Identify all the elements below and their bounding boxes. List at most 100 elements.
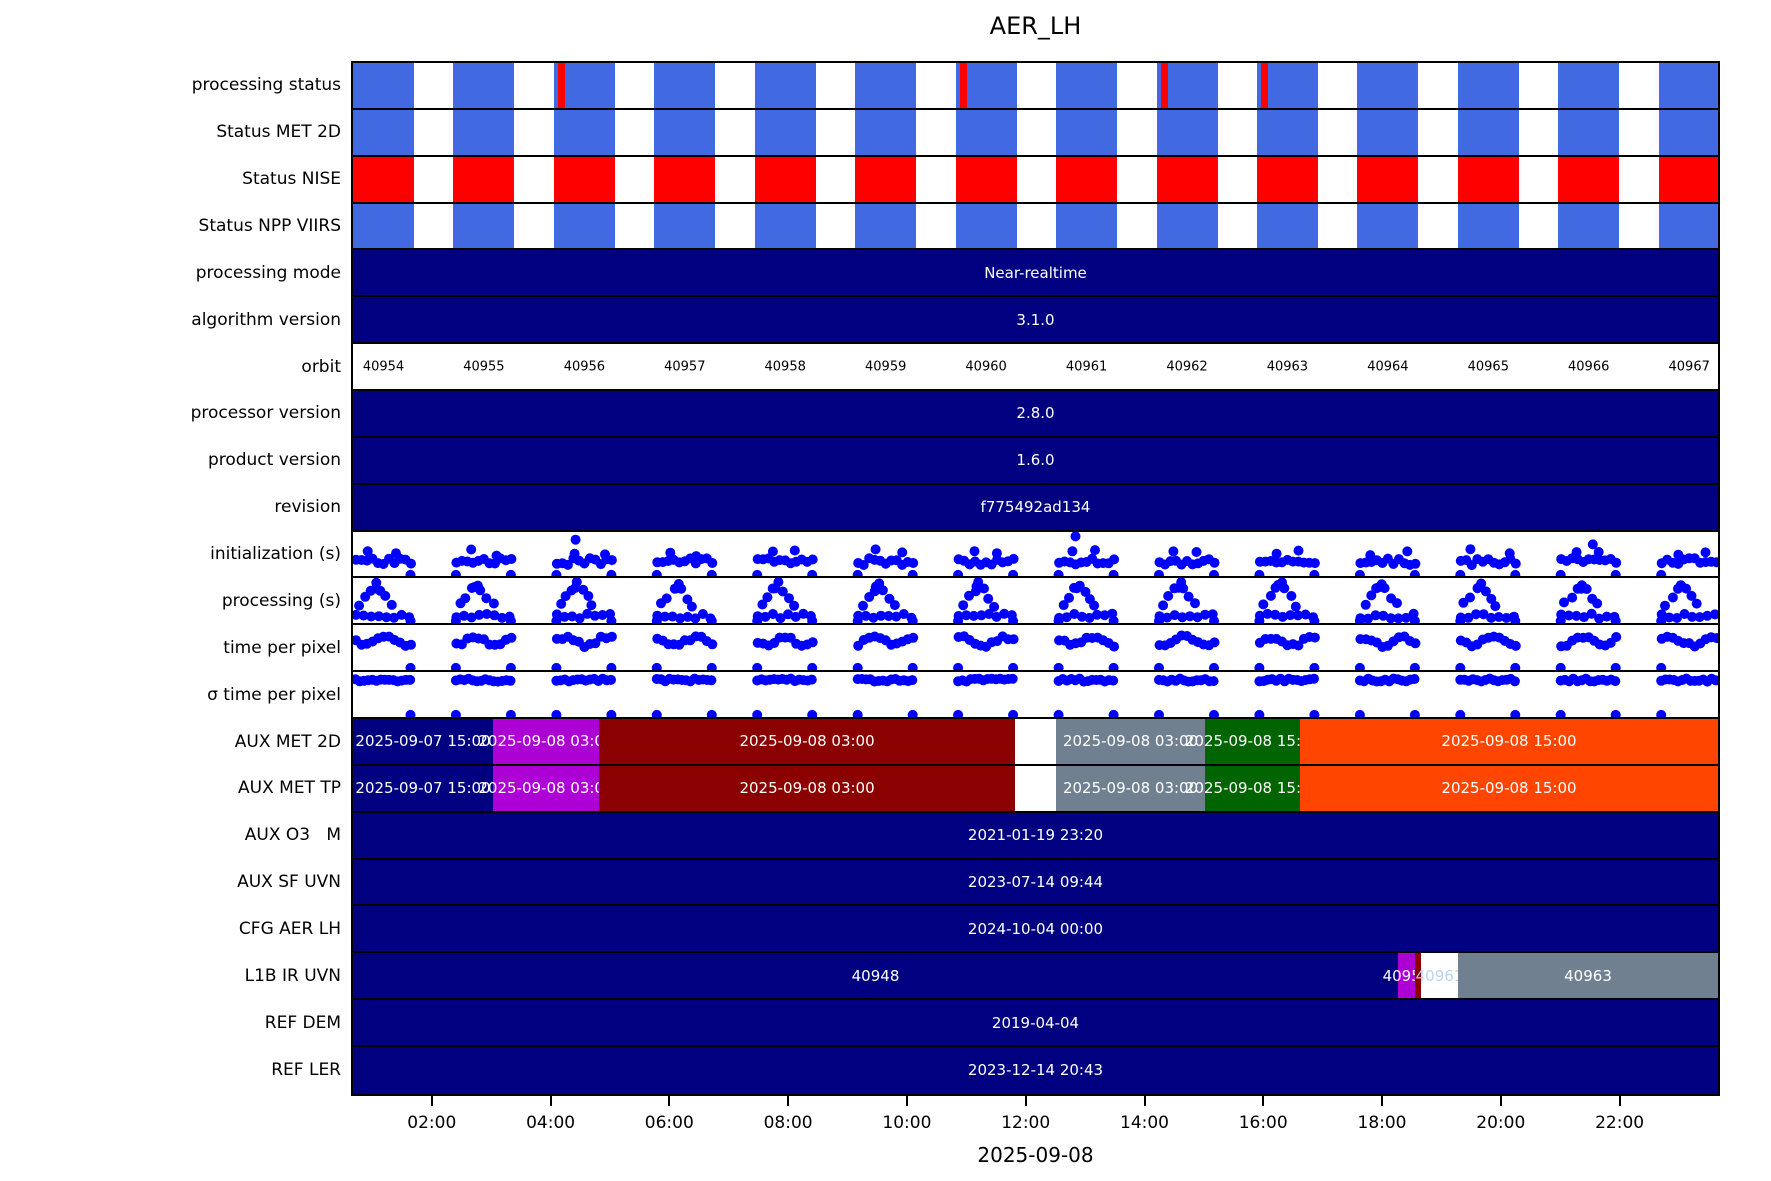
status-block [1156,156,1218,202]
status-block [1558,203,1620,249]
status-block [453,156,515,202]
error-stripe [557,63,565,108]
row-label-product-version: product version [207,450,341,471]
status-block [955,109,1017,155]
x-tick-mark [1381,1096,1383,1106]
row-label-algorithm-version: algorithm version [191,309,341,330]
row-time-per-pixel [353,625,1718,673]
status-block [353,156,414,202]
segment-label: 40961 [1415,966,1464,985]
x-tick-label: 06:00 [644,1113,694,1133]
value-text: 2024-10-04 00:00 [967,919,1104,938]
row-label-processing-s-: processing (s) [221,590,341,611]
status-block [654,109,716,155]
row-label-time-per-pixel: time per pixel [223,637,341,658]
row-label-aux-met-tp: AUX MET TP [238,778,341,799]
orbit-label: 40965 [1467,359,1509,375]
row-label--time-per-pixel: σ time per pixel [207,684,341,705]
orbit-label: 40967 [1668,359,1710,375]
status-block [1457,63,1519,108]
segment-label: 2025-09-08 03:00 [739,732,875,751]
value-bar: 2023-07-14 09:44 [353,859,1718,905]
value-bar: 2023-12-14 20:43 [353,1047,1718,1094]
row-status-met-2d [353,109,1718,157]
status-block [1156,109,1218,155]
value-text: 1.6.0 [1016,451,1055,470]
value-bar: 2024-10-04 00:00 [353,906,1718,952]
status-block [1457,156,1519,202]
plot-area: Near-realtime 3.1.0 40954 40955 40956 40957 40… [351,61,1720,1096]
segment [1015,719,1056,764]
segment-label: 2025-09-08 15:00 [1441,732,1577,751]
x-tick-mark [549,1096,552,1106]
row-aux-sf-uvn: 2023-07-14 09:44 [353,859,1718,907]
chart-title: AER_LH [989,12,1082,40]
row-label-status-nise: Status NISE [242,169,341,190]
orbit-label: 40959 [865,359,907,375]
status-block [654,156,716,202]
row--time-per-pixel [353,672,1718,720]
segment: 40948 [353,953,1398,999]
row-processor-version: 2.8.0 [353,391,1718,438]
scatter-plot [353,531,1718,577]
orbit-label: 40964 [1367,359,1409,375]
x-tick-mark [430,1096,433,1106]
row-label-status-met-2d: Status MET 2D [216,122,341,143]
segment: 2025-09-08 03:00 [1056,765,1206,811]
status-block [553,109,615,155]
orbit-label: 40963 [1266,359,1309,375]
segment: 40963 [1458,953,1718,999]
value-text: 2019-04-04 [991,1013,1080,1032]
x-tick-label: 04:00 [526,1113,576,1133]
row-initialization-s- [353,531,1718,579]
x-tick-label: 12:00 [1001,1113,1051,1133]
x-tick-label: 08:00 [763,1113,813,1133]
row-label-l1b-ir-uvn: L1B IR UVN [244,965,341,986]
segment: 2025-09-08 15:00 [1185,765,1320,811]
segment-label: 40963 [1564,966,1612,985]
status-block [1256,156,1318,202]
row-processing-mode: Near-realtime [353,250,1718,298]
x-tick-label: 22:00 [1595,1113,1645,1133]
status-block [1558,63,1620,108]
orbit-label: 40966 [1568,359,1610,375]
x-tick-mark [905,1096,908,1106]
status-block [1457,109,1519,155]
status-block [1658,156,1718,202]
value-text: f775492ad134 [980,498,1091,517]
segment: 2025-09-08 15:00 [1300,719,1718,764]
status-block [353,203,414,249]
value-text: Near-realtime [984,263,1087,282]
row-label-status-npp-viirs: Status NPP VIIRS [198,216,341,237]
row-product-version: 1.6.0 [353,437,1718,485]
status-block [654,203,716,249]
segment-label: 2025-09-08 03:00 [478,779,614,798]
row-ref-ler: 2023-12-14 20:43 [353,1047,1718,1094]
segment: 2025-09-07 15:00 [353,765,493,811]
error-stripe [1160,63,1168,108]
x-tick-label: 16:00 [1238,1113,1288,1133]
row-label-cfg-aer-lh: CFG AER LH [238,918,341,939]
row-revision: f775492ad134 [353,484,1718,532]
status-block [1457,203,1519,249]
segment-label: 2025-09-08 03:00 [1062,732,1199,751]
orbit-label: 40962 [1166,359,1208,375]
segment-label: 2025-09-08 15:00 [1184,732,1321,751]
row-label-aux-o3-m: AUX O3 M [244,825,341,846]
scatter-plot [353,630,1718,671]
row-label-aux-sf-uvn: AUX SF UVN [237,872,341,893]
status-block [553,156,615,202]
status-block [1658,63,1718,108]
status-block [754,156,816,202]
status-block [955,156,1017,202]
segment-label: 2025-09-08 03:00 [739,779,875,798]
value-bar: Near-realtime [353,250,1718,296]
orbit-label: 40961 [1065,359,1108,375]
status-block [855,156,917,202]
segment-label: 2025-09-07 15:00 [355,732,491,751]
row-status-npp-viirs [353,203,1718,251]
segment-label: 2025-09-07 15:00 [355,779,491,798]
status-block [1056,156,1118,202]
x-tick-label: 14:00 [1120,1113,1169,1133]
